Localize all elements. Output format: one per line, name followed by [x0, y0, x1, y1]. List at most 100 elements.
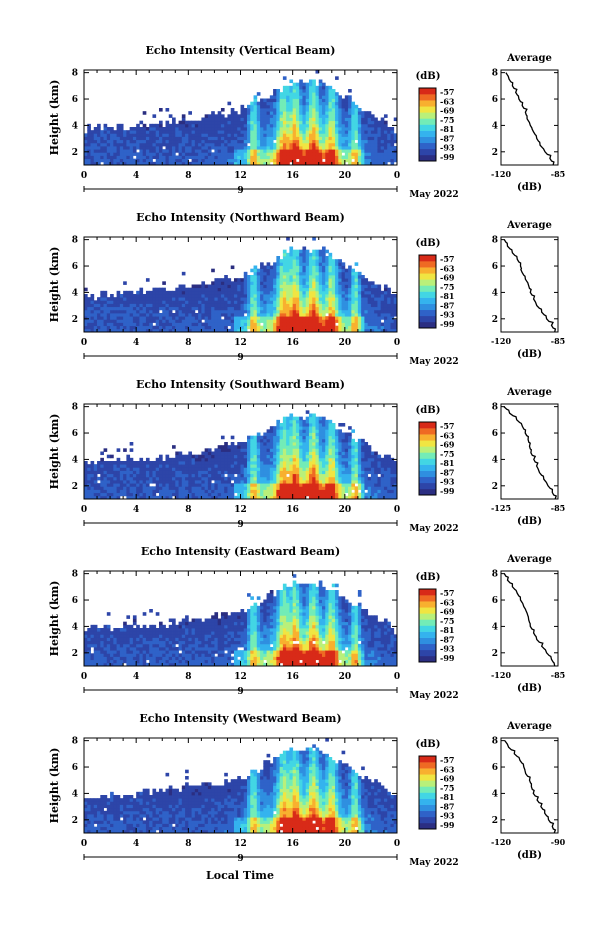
- heatmap-cell: [302, 142, 307, 147]
- heatmap-cell: [383, 322, 388, 327]
- heatmap-cell: [237, 303, 241, 308]
- heatmap-cell: [282, 467, 287, 471]
- heatmap-cell: [233, 300, 238, 304]
- heatmap-cell: [188, 313, 192, 317]
- heatmap-cell: [247, 480, 251, 484]
- heatmap-cell: [93, 492, 98, 497]
- heatmap-cell: [338, 457, 342, 462]
- heatmap-cell: [305, 89, 310, 93]
- heatmap-cell: [227, 461, 232, 465]
- heatmap-cell: [126, 155, 131, 160]
- heatmap-cell: [185, 309, 189, 314]
- heatmap-cell: [338, 464, 342, 468]
- heatmap-cell: [266, 281, 271, 285]
- heatmap-cell: [269, 461, 274, 465]
- heatmap-cell: [207, 476, 212, 481]
- heatmap-cell: [181, 300, 186, 304]
- heatmap-cell: [351, 328, 356, 333]
- heatmap-cell: [312, 457, 316, 462]
- heatmap-cell: [374, 136, 378, 141]
- heatmap-cell: [185, 127, 189, 131]
- heatmap-cell: [145, 319, 150, 323]
- heatmap-cell: [214, 457, 219, 462]
- heatmap-cell: [165, 146, 170, 150]
- heatmap-cell: [351, 325, 356, 330]
- heatmap-cell: [387, 139, 391, 144]
- heatmap-cell: [97, 139, 101, 144]
- heatmap-cell: [299, 438, 303, 443]
- heatmap-cell: [100, 294, 104, 298]
- heatmap-cell: [348, 297, 352, 301]
- heatmap-cell: [256, 149, 261, 153]
- heatmap-cell: [325, 142, 329, 147]
- heatmap-cell: [84, 480, 88, 484]
- heatmap-cell: [393, 297, 398, 301]
- heatmap-cell: [97, 322, 101, 327]
- heatmap-cell: [295, 271, 300, 276]
- heatmap-cell: [100, 451, 104, 456]
- heatmap-cell: [335, 445, 339, 449]
- heatmap-cell: [374, 139, 378, 144]
- colorbar-frame: [418, 254, 437, 329]
- heatmap-cell: [331, 98, 336, 103]
- heatmap-cell: [149, 149, 153, 153]
- heatmap-cell: [110, 309, 114, 314]
- heatmap-cell: [315, 259, 320, 263]
- heatmap-cell: [331, 268, 336, 273]
- heatmap-cell: [383, 152, 388, 156]
- heatmap-cell: [181, 155, 186, 160]
- heatmap-cell: [292, 262, 297, 266]
- heatmap-cell: [315, 300, 320, 304]
- heatmap-cell: [387, 297, 391, 301]
- heatmap-cell: [364, 127, 369, 131]
- heatmap-cell: [126, 454, 131, 459]
- heatmap-cell: [139, 287, 144, 292]
- heatmap-cell: [351, 319, 356, 323]
- heatmap-cell: [230, 442, 235, 446]
- heatmap-cell: [243, 325, 248, 330]
- heatmap-cell: [220, 480, 225, 484]
- heatmap-cell: [266, 492, 271, 497]
- heatmap-cell: [217, 467, 222, 471]
- heatmap-cell: [344, 278, 349, 282]
- heatmap-cell: [152, 306, 157, 311]
- heatmap-cell: [126, 319, 131, 323]
- heatmap-cell: [305, 303, 310, 308]
- heatmap-cell: [322, 136, 326, 141]
- heatmap-cell: [214, 461, 219, 465]
- heatmap-cell: [325, 492, 329, 497]
- heatmap-cell: [188, 120, 192, 125]
- heatmap-cell: [253, 117, 258, 122]
- heatmap-cell: [312, 423, 316, 427]
- heatmap-cell: [106, 136, 111, 141]
- heatmap-cell: [341, 464, 346, 468]
- heatmap-cell: [172, 161, 176, 166]
- heatmap-cell: [106, 127, 111, 131]
- heatmap-cell: [266, 294, 271, 298]
- heatmap-cell: [253, 325, 258, 330]
- heatmap-cell: [100, 467, 104, 471]
- heatmap-cell: [312, 328, 316, 333]
- heatmap-cell: [175, 146, 179, 150]
- heatmap-cell: [243, 483, 248, 487]
- heatmap-cell: [312, 306, 316, 311]
- heatmap-cell: [207, 309, 212, 314]
- heatmap-cell: [207, 127, 212, 131]
- heatmap-cell: [243, 155, 248, 160]
- heatmap-cell: [152, 294, 157, 298]
- heatmap-cell: [129, 146, 134, 150]
- heatmap-cell: [318, 111, 323, 115]
- heatmap-cell: [90, 461, 95, 465]
- heatmap-cell: [175, 486, 179, 490]
- heatmap-cell: [299, 136, 303, 141]
- heatmap-cell: [302, 155, 307, 160]
- heatmap-cell: [224, 139, 228, 144]
- heatmap-cell: [132, 149, 137, 153]
- heatmap-cell: [155, 155, 160, 160]
- heatmap-cell: [354, 306, 359, 311]
- heatmap-cell: [214, 464, 219, 468]
- heatmap-cell: [185, 316, 189, 320]
- heatmap-cell: [286, 423, 290, 427]
- heatmap-cell: [207, 480, 212, 484]
- heatmap-cell: [325, 432, 329, 437]
